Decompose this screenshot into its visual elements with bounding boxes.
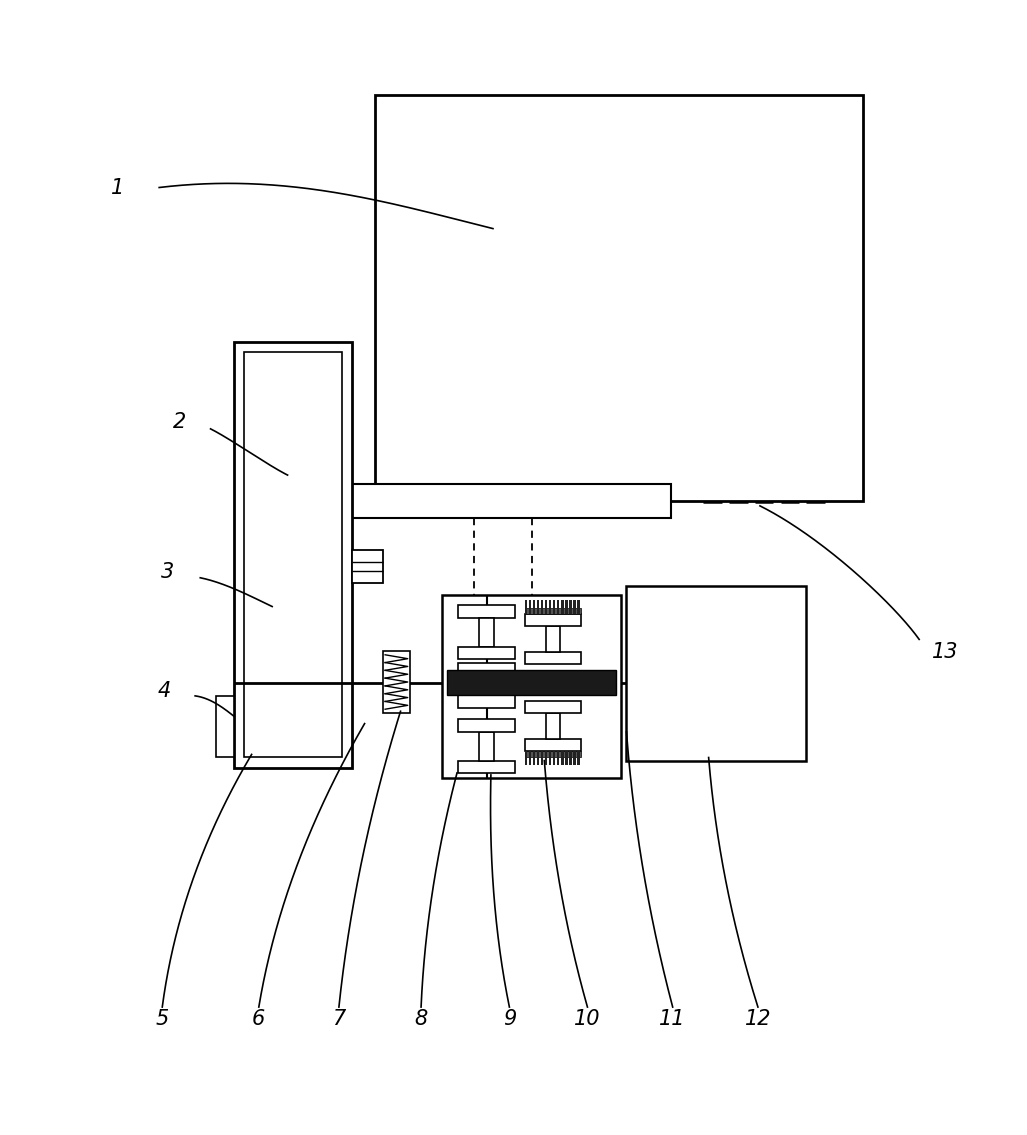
Text: 9: 9 bbox=[503, 1009, 516, 1029]
Bar bbox=[458, 696, 515, 708]
Text: 1: 1 bbox=[112, 177, 124, 197]
Bar bbox=[447, 670, 616, 695]
Bar bbox=[557, 751, 560, 765]
Bar bbox=[561, 751, 564, 765]
Bar bbox=[545, 600, 547, 614]
Bar bbox=[537, 600, 539, 614]
Bar bbox=[525, 739, 581, 751]
Text: 7: 7 bbox=[333, 1009, 345, 1029]
Bar bbox=[565, 751, 568, 765]
Bar bbox=[553, 600, 556, 614]
Text: 11: 11 bbox=[659, 1009, 686, 1029]
Bar bbox=[546, 713, 561, 739]
Text: 13: 13 bbox=[931, 641, 958, 662]
Bar bbox=[546, 627, 561, 651]
Bar bbox=[537, 751, 539, 765]
Bar bbox=[565, 600, 568, 614]
Text: 10: 10 bbox=[574, 1009, 601, 1029]
Bar bbox=[352, 485, 671, 519]
Bar bbox=[529, 600, 531, 614]
Bar bbox=[383, 650, 410, 713]
Bar bbox=[525, 751, 581, 757]
Text: 6: 6 bbox=[253, 1009, 265, 1029]
Bar bbox=[525, 608, 581, 614]
Bar bbox=[549, 600, 551, 614]
Bar bbox=[458, 760, 515, 773]
Bar bbox=[577, 600, 579, 614]
Bar bbox=[525, 651, 581, 664]
Bar bbox=[577, 751, 579, 765]
Text: 8: 8 bbox=[415, 1009, 427, 1029]
Bar bbox=[569, 751, 572, 765]
Bar bbox=[458, 663, 515, 675]
Bar bbox=[541, 751, 543, 765]
Text: 5: 5 bbox=[156, 1009, 168, 1029]
Bar bbox=[525, 701, 581, 713]
Bar bbox=[541, 600, 543, 614]
Bar bbox=[442, 595, 621, 777]
Bar bbox=[525, 614, 581, 627]
Bar bbox=[529, 751, 531, 765]
Bar bbox=[533, 751, 535, 765]
Bar bbox=[480, 675, 494, 696]
Bar bbox=[569, 600, 572, 614]
Bar bbox=[553, 751, 556, 765]
Bar bbox=[549, 751, 551, 765]
Bar bbox=[234, 342, 352, 767]
Text: 2: 2 bbox=[174, 412, 186, 431]
Bar bbox=[561, 600, 564, 614]
Text: 4: 4 bbox=[158, 681, 170, 700]
Text: 12: 12 bbox=[745, 1009, 771, 1029]
Bar bbox=[458, 720, 515, 732]
Bar bbox=[573, 751, 575, 765]
Bar bbox=[525, 600, 527, 614]
Bar bbox=[480, 732, 494, 760]
Bar bbox=[626, 586, 806, 760]
Bar bbox=[352, 550, 383, 583]
Bar bbox=[525, 751, 527, 765]
Text: 3: 3 bbox=[161, 562, 174, 581]
Bar bbox=[557, 600, 560, 614]
Bar bbox=[458, 647, 515, 659]
Bar bbox=[458, 605, 515, 617]
Bar bbox=[480, 617, 494, 647]
Bar bbox=[533, 600, 535, 614]
Bar bbox=[573, 600, 575, 614]
Bar bbox=[545, 751, 547, 765]
Bar bbox=[375, 95, 863, 501]
Bar bbox=[216, 696, 234, 757]
Bar bbox=[244, 352, 342, 757]
